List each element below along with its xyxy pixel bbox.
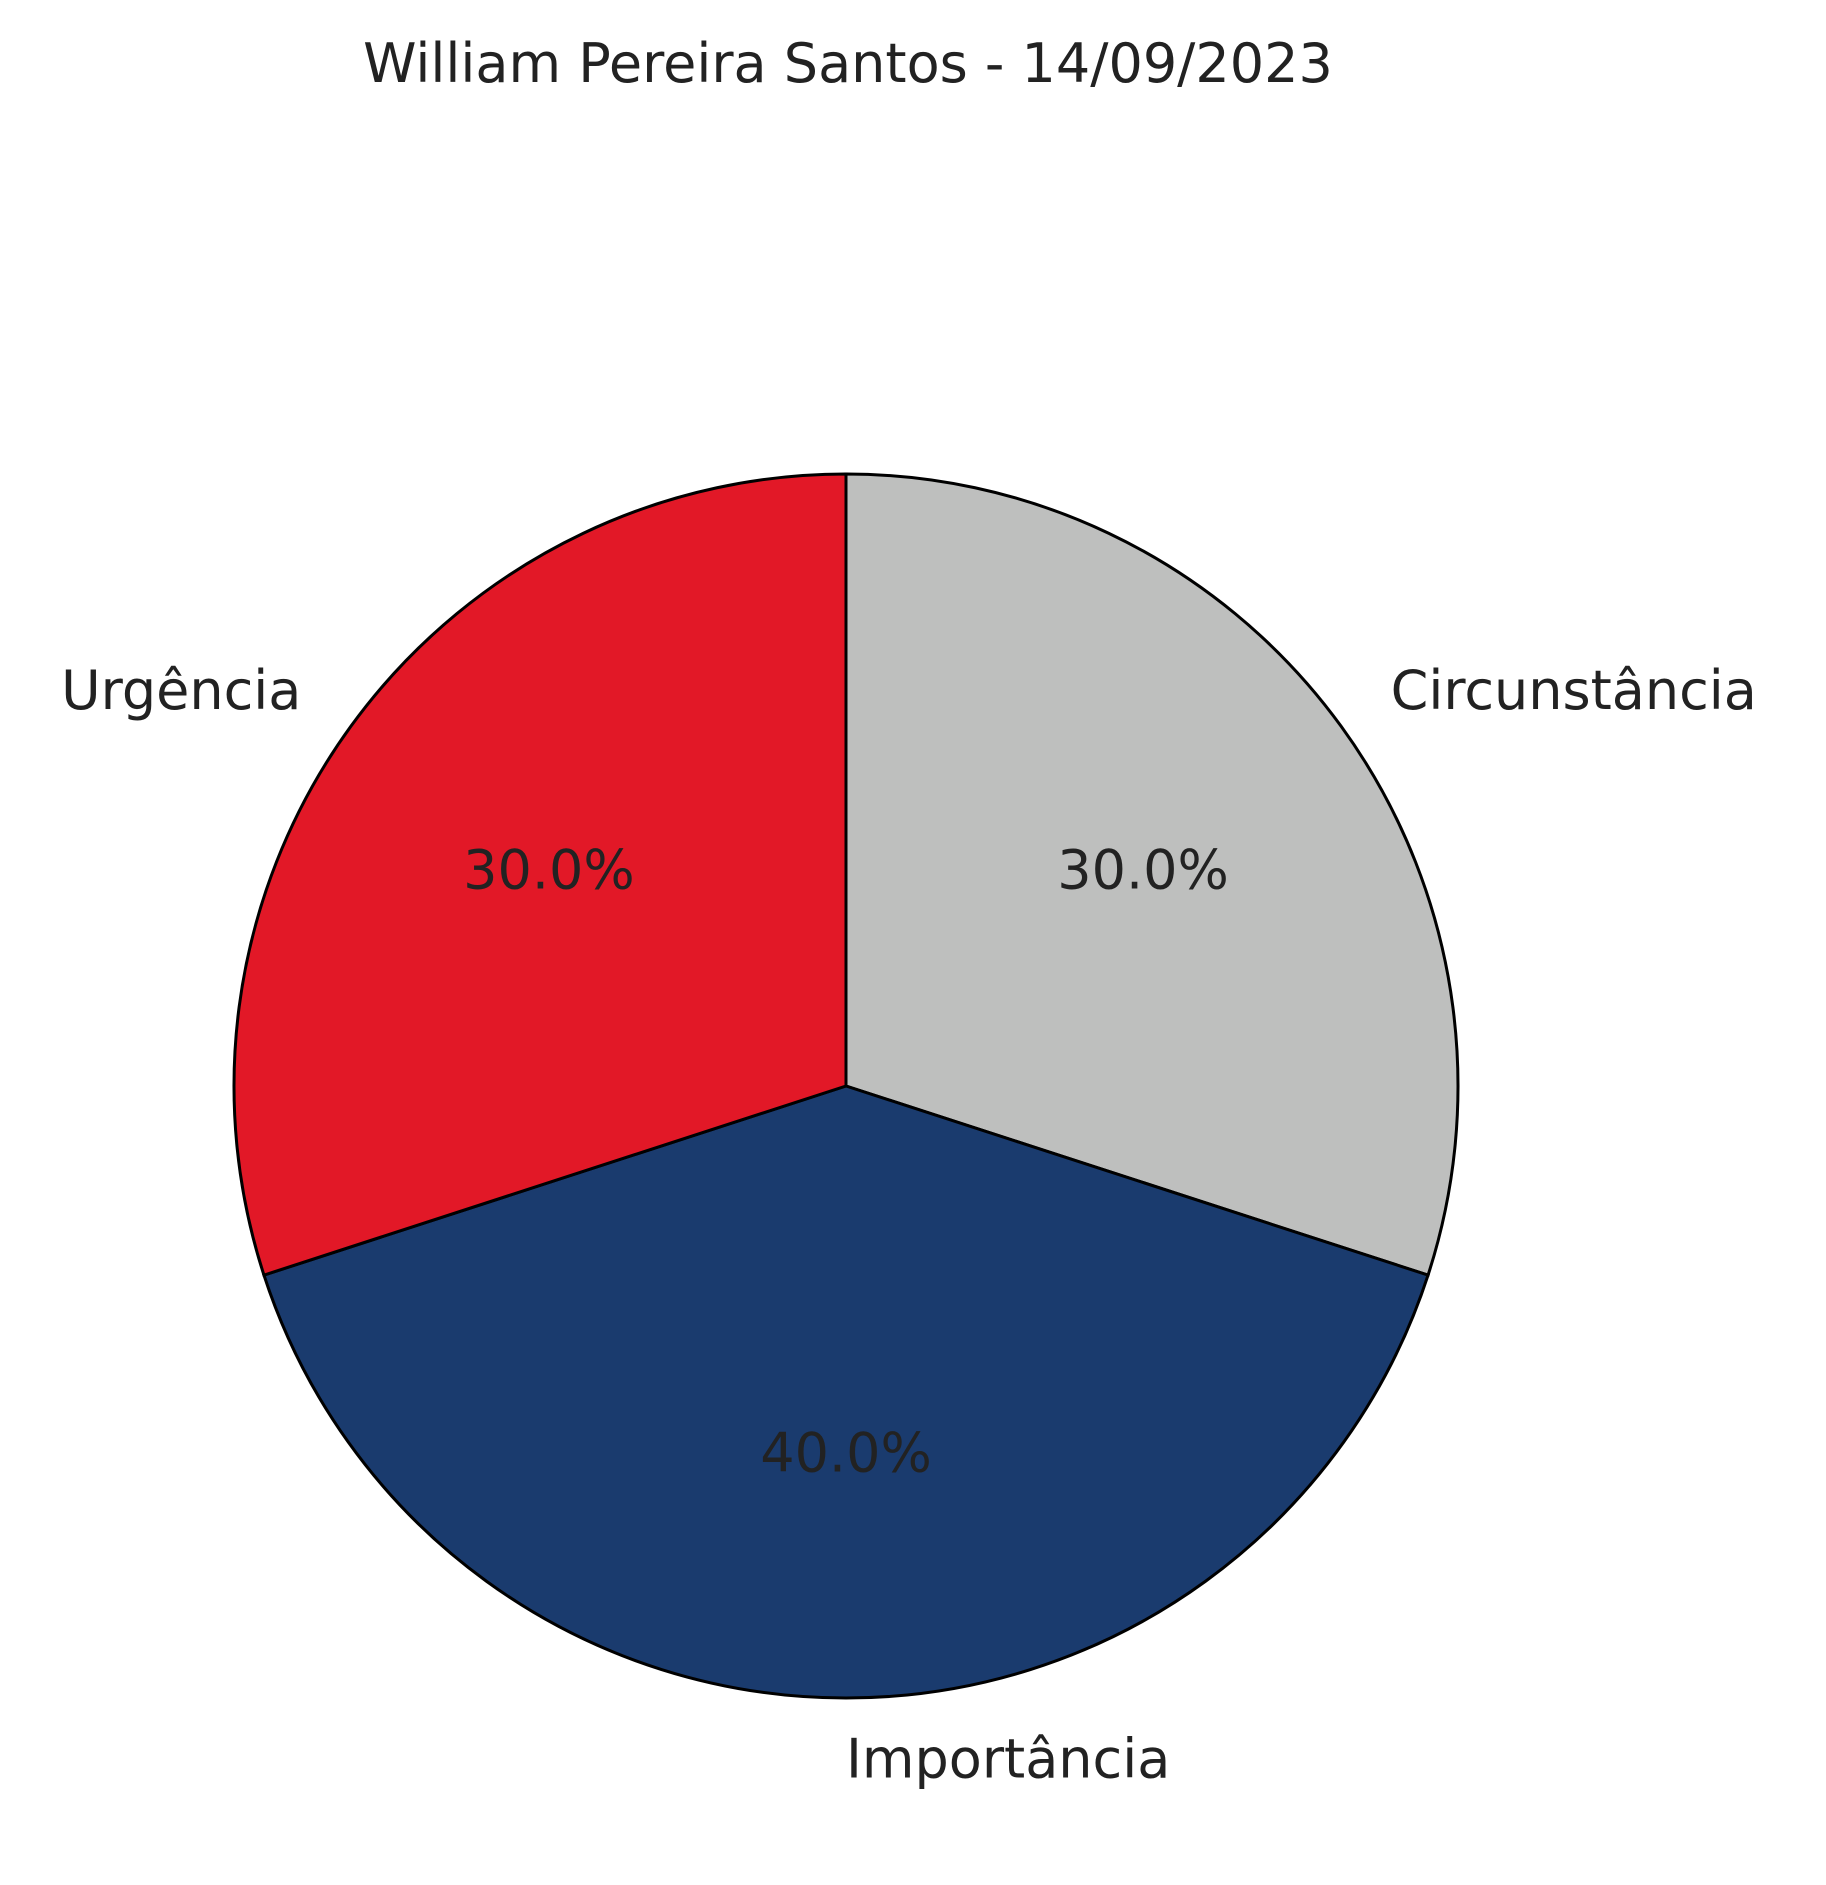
pie-slice-importancia: [262, 1084, 1430, 1700]
pct-label-importancia: 40.0%: [760, 1422, 932, 1485]
slice-label-urgencia: Urgência: [61, 659, 301, 722]
pie-slice-urgencia: [232, 472, 848, 1278]
slice-label-circunstancia: Circunstância: [1391, 659, 1757, 722]
slice-label-importancia: Importância: [846, 1728, 1170, 1791]
chart-title: William Pereira Santos - 14/09/2023: [363, 32, 1333, 95]
pie-slices: [232, 472, 1460, 1700]
pie-slice-circunstancia: [844, 472, 1460, 1278]
pie-labels: 30.0% Circunstância 40.0% Importância 30.0% U…: [61, 659, 1757, 1791]
pct-label-circunstancia: 30.0%: [1057, 839, 1229, 902]
pct-label-urgencia: 30.0%: [463, 839, 635, 902]
